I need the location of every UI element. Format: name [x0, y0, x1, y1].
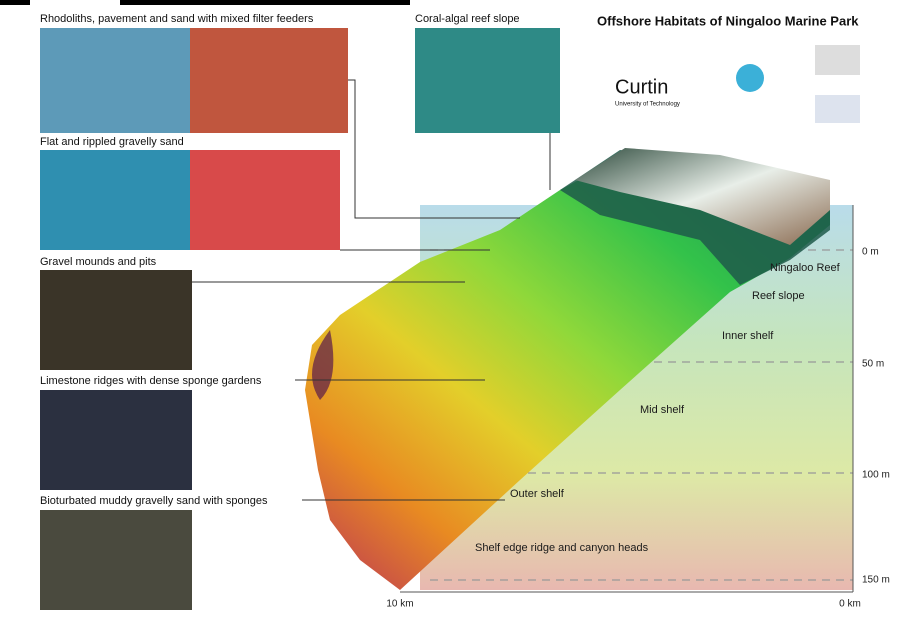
photo: [415, 28, 560, 133]
logo-text: University of Technology: [615, 102, 680, 108]
logo-text: Curtin: [615, 76, 668, 98]
zone-label: Ningaloo Reef: [770, 262, 841, 274]
habitat-label: Rhodoliths, pavement and sand with mixed…: [40, 13, 314, 25]
habitat-label: Limestone ridges with dense sponge garde…: [40, 375, 262, 387]
top-bar: [120, 0, 410, 5]
photo: [190, 28, 348, 133]
depth-label: 50 m: [862, 359, 884, 370]
photo: [40, 28, 190, 133]
terrain: [305, 158, 830, 590]
distance-label: 0 km: [839, 599, 861, 610]
zone-label: Reef slope: [752, 290, 805, 302]
habitat-label: Gravel mounds and pits: [40, 256, 157, 268]
photo: [190, 150, 340, 250]
zone-label: Mid shelf: [640, 404, 685, 416]
photo: [40, 270, 192, 370]
photo: [40, 390, 192, 490]
top-bar: [0, 0, 30, 5]
habitat-label: Flat and rippled gravelly sand: [40, 136, 184, 148]
canyon: [312, 330, 334, 400]
logo: [815, 95, 860, 123]
zone-label: Shelf edge ridge and canyon heads: [475, 542, 649, 554]
ningaloo-reef: [575, 148, 830, 245]
habitat-label: Bioturbated muddy gravelly sand with spo…: [40, 495, 268, 507]
depth-label: 0 m: [862, 247, 879, 258]
title: Offshore Habitats of Ningaloo Marine Par…: [597, 13, 859, 28]
distance-label: 10 km: [386, 599, 413, 610]
zone-label: Outer shelf: [510, 488, 565, 500]
logo: [815, 45, 860, 75]
depth-label: 100 m: [862, 470, 890, 481]
photo: [40, 150, 190, 250]
logo: [736, 64, 764, 92]
habitat-label: Coral-algal reef slope: [415, 13, 520, 25]
leader-line: [348, 79, 520, 219]
depth-label: 150 m: [862, 575, 890, 586]
zone-label: Inner shelf: [722, 330, 774, 342]
photo: [40, 510, 192, 610]
